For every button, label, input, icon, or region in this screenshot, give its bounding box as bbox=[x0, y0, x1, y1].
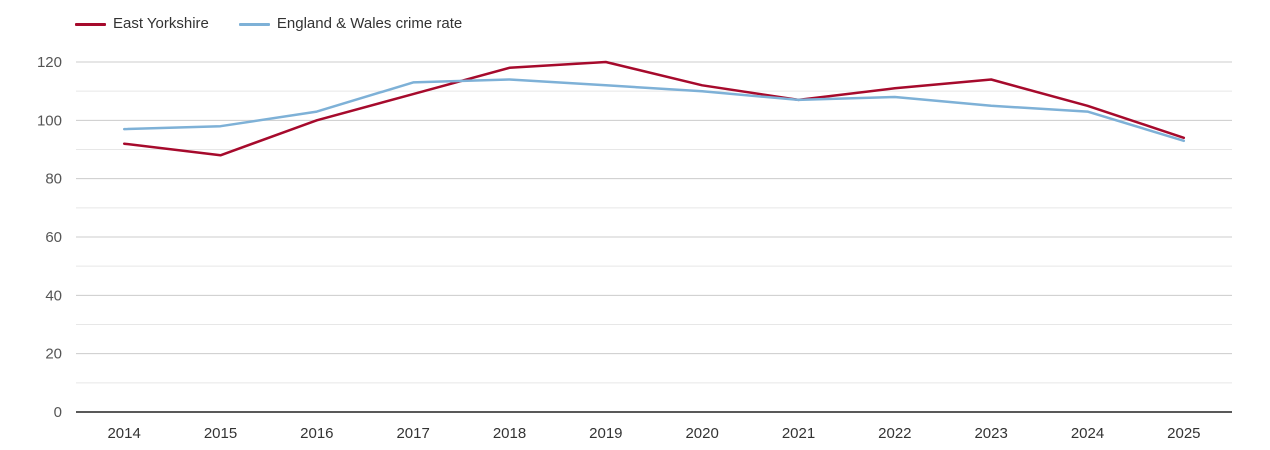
x-axis-tick-label: 2015 bbox=[204, 425, 237, 442]
x-axis-tick-label: 2018 bbox=[493, 425, 526, 442]
x-axis-tick-label: 2025 bbox=[1167, 425, 1200, 442]
y-axis-tick-label: 0 bbox=[54, 404, 62, 421]
legend-item-england-wales[interactable]: England & Wales crime rate bbox=[238, 15, 463, 33]
y-axis-tick-label: 100 bbox=[37, 112, 62, 129]
east-yorkshire-line-swatch bbox=[75, 22, 106, 26]
y-axis-tick-label: 20 bbox=[45, 346, 62, 363]
series-line-1 bbox=[122, 78, 1186, 143]
y-axis-tick-label: 60 bbox=[45, 229, 62, 246]
y-axis-tick-label: 40 bbox=[45, 287, 62, 304]
x-axis-tick-label: 2020 bbox=[685, 425, 718, 442]
x-axis-tick-label: 2024 bbox=[1071, 425, 1104, 442]
x-axis-tick-label: 2014 bbox=[107, 425, 140, 442]
x-axis-tick-label: 2023 bbox=[974, 425, 1007, 442]
x-axis-tick-label: 2019 bbox=[589, 425, 622, 442]
series-line-0 bbox=[122, 60, 1186, 157]
x-axis-tick-label: 2021 bbox=[782, 425, 815, 442]
legend-label-england-wales: England & Wales crime rate bbox=[276, 15, 463, 32]
y-axis-tick-label: 120 bbox=[37, 54, 62, 71]
x-axis-tick-label: 2017 bbox=[396, 425, 429, 442]
legend-item-east-yorkshire[interactable]: East Yorkshire bbox=[75, 15, 209, 33]
chart-legend: East Yorkshire England & Wales crime rat… bbox=[75, 15, 462, 33]
x-axis-tick-label: 2022 bbox=[878, 425, 911, 442]
legend-label-east-yorkshire: East Yorkshire bbox=[113, 15, 209, 32]
england-wales-line-swatch bbox=[238, 22, 270, 26]
y-axis-tick-label: 80 bbox=[45, 171, 62, 188]
x-axis-tick-label: 2016 bbox=[300, 425, 333, 442]
